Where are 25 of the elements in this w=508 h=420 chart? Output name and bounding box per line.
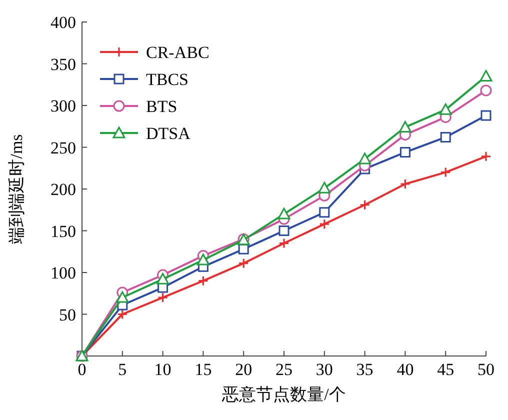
legend-label: TBCS bbox=[146, 70, 189, 89]
x-tick-label: 0 bbox=[78, 360, 86, 379]
y-tick-label: 350 bbox=[50, 54, 76, 74]
legend-label: DTSA bbox=[146, 124, 192, 143]
x-tick-label: 35 bbox=[356, 360, 374, 379]
x-tick-label: 5 bbox=[118, 360, 127, 379]
y-tick-label: 50 bbox=[59, 305, 76, 324]
x-tick-label: 25 bbox=[276, 360, 292, 379]
legend-label: BTS bbox=[146, 97, 178, 116]
x-tick-label: 20 bbox=[235, 360, 252, 379]
legend-label: CR-ABC bbox=[146, 43, 210, 62]
x-tick-label: 15 bbox=[194, 360, 212, 379]
y-tick-label: 400 bbox=[50, 13, 76, 32]
x-tick-label: 45 bbox=[437, 360, 454, 379]
y-axis-title: 端到端延时/ms bbox=[7, 134, 26, 244]
y-tick-label: 250 bbox=[50, 138, 76, 158]
y-tick-label: 300 bbox=[50, 96, 76, 116]
x-tick-label: 10 bbox=[154, 360, 172, 379]
x-tick-label: 50 bbox=[478, 360, 494, 379]
y-tick-label: 100 bbox=[50, 264, 76, 282]
x-axis-title: 恶意节点数量/个 bbox=[221, 385, 346, 404]
y-tick-label: 200 bbox=[50, 180, 76, 199]
x-tick-label: 40 bbox=[396, 360, 414, 379]
y-tick-label: 150 bbox=[50, 222, 76, 241]
x-tick-label: 30 bbox=[316, 360, 333, 379]
